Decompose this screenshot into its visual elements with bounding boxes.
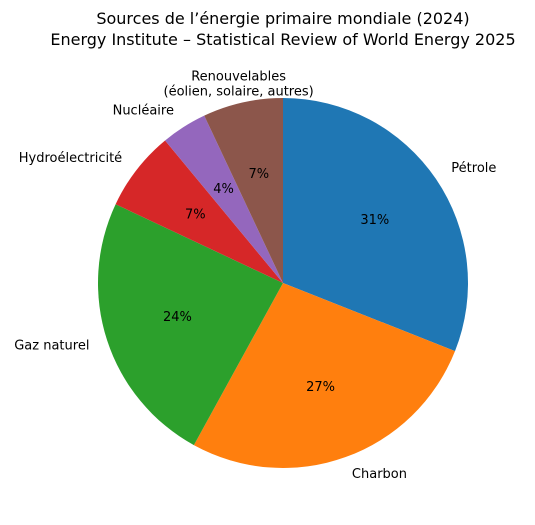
- pie-slice-hydroelectricite: [115, 140, 283, 283]
- pie-label-hydroelectricite: Hydroélectricité: [19, 151, 122, 166]
- pie-slice-petrole: [283, 98, 469, 352]
- pie-percent-label-charbon: 27%: [306, 380, 335, 395]
- pie-percent-label-nucleaire: 4%: [213, 182, 234, 197]
- pie-slices: [98, 98, 469, 469]
- pie-percent-label-hydroelectricite: 7%: [185, 207, 206, 222]
- pie-label-renouvelables: Renouvelables (éolien, solaire, autres): [164, 69, 314, 99]
- pie-slice-labels: Pétrole Charbon Gaz naturel Hydroélectricit…: [14, 69, 496, 482]
- pie-percent-labels: 31% 27% 24% 7% 4% 7%: [163, 167, 389, 395]
- pie-slice-renouvelables: [204, 98, 283, 283]
- pie-label-line-1: Renouvelables: [191, 69, 286, 84]
- pie-slice-gaz-naturel: [98, 204, 283, 446]
- chart-title: Sources de l’énergie primaire mondiale (…: [96, 9, 469, 28]
- pie-label-nucleaire: Nucléaire: [113, 104, 174, 119]
- pie-slice-nucleaire: [165, 115, 283, 283]
- pie-slice-charbon: [193, 283, 456, 469]
- pie-percent-label-petrole: 31%: [360, 213, 389, 228]
- pie-percent-label-gaz-naturel: 24%: [163, 310, 192, 325]
- chart-subtitle: Energy Institute – Statistical Review of…: [50, 30, 515, 49]
- pie-label-charbon: Charbon: [352, 467, 407, 482]
- pie-label-line-2: (éolien, solaire, autres): [164, 84, 314, 99]
- pie-percent-label-renouvelables: 7%: [248, 167, 269, 182]
- pie-label-gaz-naturel: Gaz naturel: [14, 338, 89, 353]
- pie-label-petrole: Pétrole: [451, 161, 496, 176]
